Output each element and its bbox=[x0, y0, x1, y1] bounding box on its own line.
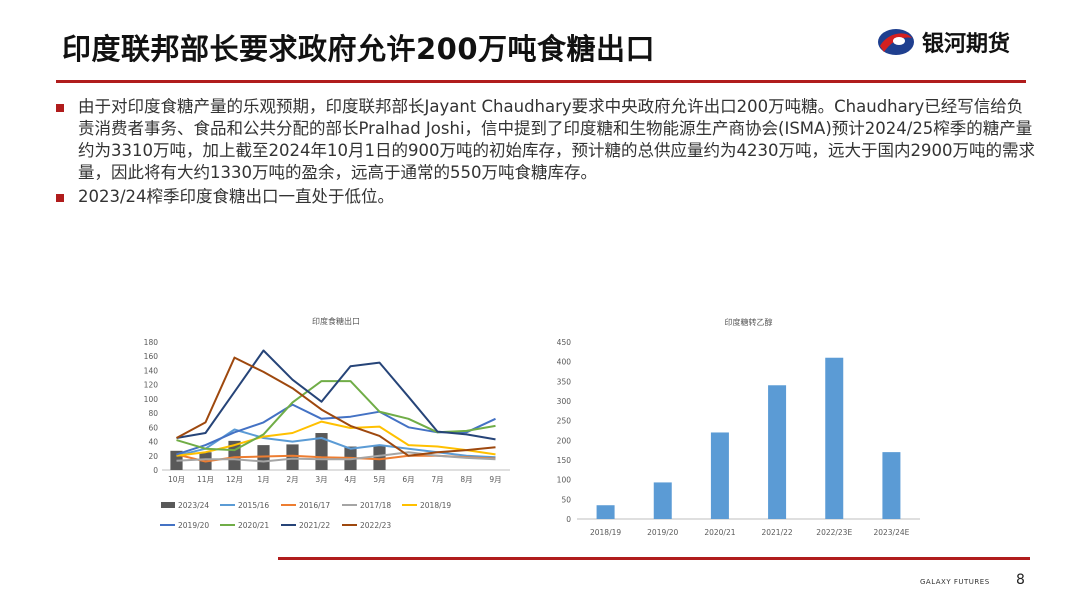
y-tick-label: 100 bbox=[144, 395, 159, 404]
bar bbox=[882, 452, 901, 519]
legend-swatch bbox=[161, 502, 175, 508]
bullet-list: 由于对印度食糖产量的乐观预期，印度联邦部长Jayant Chaudhary要求中… bbox=[56, 96, 1036, 208]
legend-label: 2023/24 bbox=[178, 501, 209, 510]
y-tick-label: 250 bbox=[557, 417, 572, 426]
bullet-text: 2023/24榨季印度食糖出口一直处于低位。 bbox=[78, 187, 395, 206]
y-tick-label: 40 bbox=[148, 438, 158, 447]
y-tick-label: 0 bbox=[566, 515, 571, 524]
footer-divider bbox=[278, 557, 1030, 560]
bullet-marker bbox=[56, 104, 64, 112]
bullet-marker bbox=[56, 194, 64, 202]
x-tick-label: 2018/19 bbox=[590, 528, 621, 537]
sugar-ethanol-chart: 印度糖转乙醇 0 50 100 150 200 250 300 350 400 450 2018/19… bbox=[557, 317, 920, 537]
x-tick-label: 5月 bbox=[373, 475, 385, 484]
header-divider bbox=[56, 80, 1026, 83]
legend-label: 2017/18 bbox=[360, 501, 391, 510]
x-tick-label: 1月 bbox=[257, 475, 269, 484]
bar bbox=[768, 385, 787, 519]
x-tick-label: 8月 bbox=[460, 475, 472, 484]
y-tick-label: 50 bbox=[561, 495, 571, 504]
bar-2023-24 bbox=[373, 445, 386, 470]
galaxy-logo-icon bbox=[878, 29, 914, 55]
x-tick-label: 3月 bbox=[315, 475, 327, 484]
y-tick-label: 180 bbox=[144, 338, 159, 347]
logo-text: 银河期货 bbox=[922, 32, 1011, 57]
bar bbox=[825, 357, 844, 519]
page-title: 印度联邦部长要求政府允许200万吨食糖出口 bbox=[62, 32, 656, 66]
footer-brand: GALAXY FUTURES bbox=[920, 578, 990, 586]
y-tick-label: 450 bbox=[557, 338, 572, 347]
series-line-2016-17 bbox=[176, 453, 496, 463]
bar bbox=[596, 505, 615, 519]
x-tick-label: 7月 bbox=[431, 475, 443, 484]
bar bbox=[710, 432, 729, 519]
y-tick-label: 150 bbox=[557, 456, 572, 465]
bullet-item: 2023/24榨季印度食糖出口一直处于低位。 bbox=[56, 186, 1036, 208]
legend-label: 2015/16 bbox=[238, 501, 269, 510]
y-tick-label: 120 bbox=[144, 381, 159, 390]
x-tick-label: 12月 bbox=[226, 475, 243, 484]
page-number: 8 bbox=[1016, 572, 1025, 588]
bullet-item: 由于对印度食糖产量的乐观预期，印度联邦部长Jayant Chaudhary要求中… bbox=[56, 96, 1036, 184]
y-tick-label: 160 bbox=[144, 352, 159, 361]
series-line-2021-22 bbox=[176, 349, 496, 441]
x-tick-label: 2020/21 bbox=[704, 528, 735, 537]
bar-2023-24 bbox=[315, 433, 328, 470]
y-tick-label: 60 bbox=[148, 423, 158, 432]
x-tick-label: 10月 bbox=[168, 475, 185, 484]
x-tick-label: 4月 bbox=[344, 475, 356, 484]
y-tick-label: 80 bbox=[148, 409, 158, 418]
legend-label: 2020/21 bbox=[238, 521, 269, 530]
series-line-2022-23 bbox=[176, 356, 496, 457]
bar bbox=[653, 482, 672, 519]
chart-title: 印度糖转乙醇 bbox=[725, 317, 773, 327]
x-tick-label: 2022/23E bbox=[816, 528, 852, 537]
y-tick-label: 200 bbox=[557, 436, 572, 445]
series-line-2018-19 bbox=[176, 420, 496, 457]
y-tick-label: 300 bbox=[557, 397, 572, 406]
legend-label: 2022/23 bbox=[360, 521, 391, 530]
series-line-2017-18 bbox=[176, 451, 496, 463]
y-tick-label: 400 bbox=[557, 358, 572, 367]
bar-2023-24 bbox=[257, 445, 270, 470]
bar-2023-24 bbox=[286, 444, 299, 470]
legend-label: 2021/22 bbox=[299, 521, 330, 530]
y-tick-label: 20 bbox=[148, 452, 158, 461]
x-tick-label: 2月 bbox=[286, 475, 298, 484]
legend-label: 2018/19 bbox=[420, 501, 451, 510]
series-line-2015-16 bbox=[176, 428, 496, 459]
x-tick-label: 6月 bbox=[402, 475, 414, 484]
brand-logo: 银河期货 bbox=[876, 26, 1010, 58]
y-tick-label: 0 bbox=[153, 466, 158, 475]
sugar-export-chart: 印度食糖出口 0 20 40 60 80 100 120 140 160 180 10月 11月 12月 1… bbox=[144, 316, 510, 530]
y-tick-label: 140 bbox=[144, 366, 159, 375]
legend-label: 2016/17 bbox=[299, 501, 330, 510]
bullet-text: 由于对印度食糖产量的乐观预期，印度联邦部长Jayant Chaudhary要求中… bbox=[78, 97, 1035, 182]
chart-title: 印度食糖出口 bbox=[312, 316, 360, 326]
legend-label: 2019/20 bbox=[178, 521, 209, 530]
y-tick-label: 100 bbox=[557, 476, 572, 485]
x-tick-label: 11月 bbox=[197, 475, 214, 484]
x-tick-label: 2019/20 bbox=[647, 528, 678, 537]
x-tick-label: 2021/22 bbox=[761, 528, 792, 537]
x-tick-label: 9月 bbox=[489, 475, 501, 484]
y-tick-label: 350 bbox=[557, 377, 572, 386]
series-line-2020-21 bbox=[176, 380, 496, 452]
x-tick-label: 2023/24E bbox=[873, 528, 909, 537]
